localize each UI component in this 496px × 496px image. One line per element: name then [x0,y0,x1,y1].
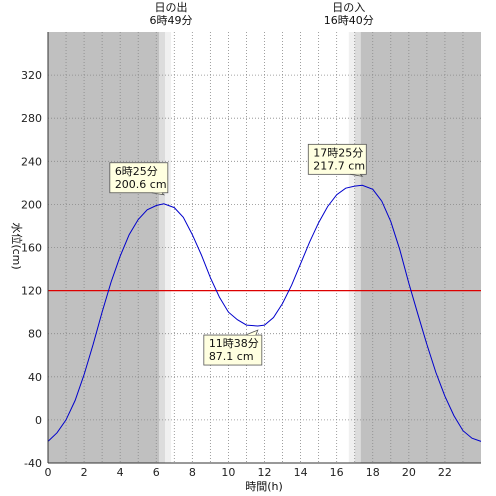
annotation-value: 200.6 cm [115,178,167,191]
tick-labels: 0 2 4 6 8 10 12 14 16 18 20 22-40040801201602002402… [21,69,452,479]
x-tick-label: 20 [402,466,416,479]
y-tick-label: -40 [24,457,42,470]
annotation-time: 6時25分 [115,165,158,178]
annotation-box [203,334,263,366]
annotation-pointer [350,173,364,177]
sun-labels: 日の出 6時49分 日の入 16時40分 [150,0,374,27]
sunset-label: 日の入 [332,1,365,14]
x-tick-label: 8 [189,466,196,479]
x-tick-label: 22 [438,466,452,479]
sunrise-label: 日の出 [155,0,188,14]
y-tick-label: 120 [21,285,42,298]
x-tick-label: 0 [45,466,52,479]
annotation-value: 87.1 cm [209,350,254,363]
x-tick-label: 6 [153,466,160,479]
x-tick-label: 10 [221,466,235,479]
y-tick-label: 280 [21,112,42,125]
y-axis-label: 水位(cm) [10,222,24,269]
annotation-value: 217.7 cm [313,159,365,172]
x-tick-label: 16 [330,466,344,479]
annotation-time: 17時25分 [313,146,363,159]
x-tick-label: 14 [294,466,308,479]
y-tick-label: 320 [21,69,42,82]
x-tick-label: 12 [258,466,272,479]
annotation-box [109,162,169,194]
annotation-box [307,143,367,175]
axes [47,32,481,464]
y-tick-label: 160 [21,242,42,255]
y-tick-label: 240 [21,155,42,168]
day-band [171,32,349,463]
x-tick-label: 2 [81,466,88,479]
x-tick-label: 4 [117,466,124,479]
series-group [47,184,482,442]
sunset-time: 16時40分 [324,14,374,27]
y-tick-label: 0 [35,414,42,427]
y-tick-label: 40 [28,371,42,384]
grid-lines [48,32,481,463]
y-tick-label: 80 [28,328,42,341]
x-tick-label: 18 [366,466,380,479]
sunrise-time: 6時49分 [150,14,193,27]
annotation-pointer [245,329,259,336]
annotation-time: 11時38分 [209,337,259,350]
y-tick-label: 200 [21,198,42,211]
x-axis-label: 時間(h) [245,480,283,493]
annotation-pointer [151,192,165,196]
series-line [47,184,482,442]
